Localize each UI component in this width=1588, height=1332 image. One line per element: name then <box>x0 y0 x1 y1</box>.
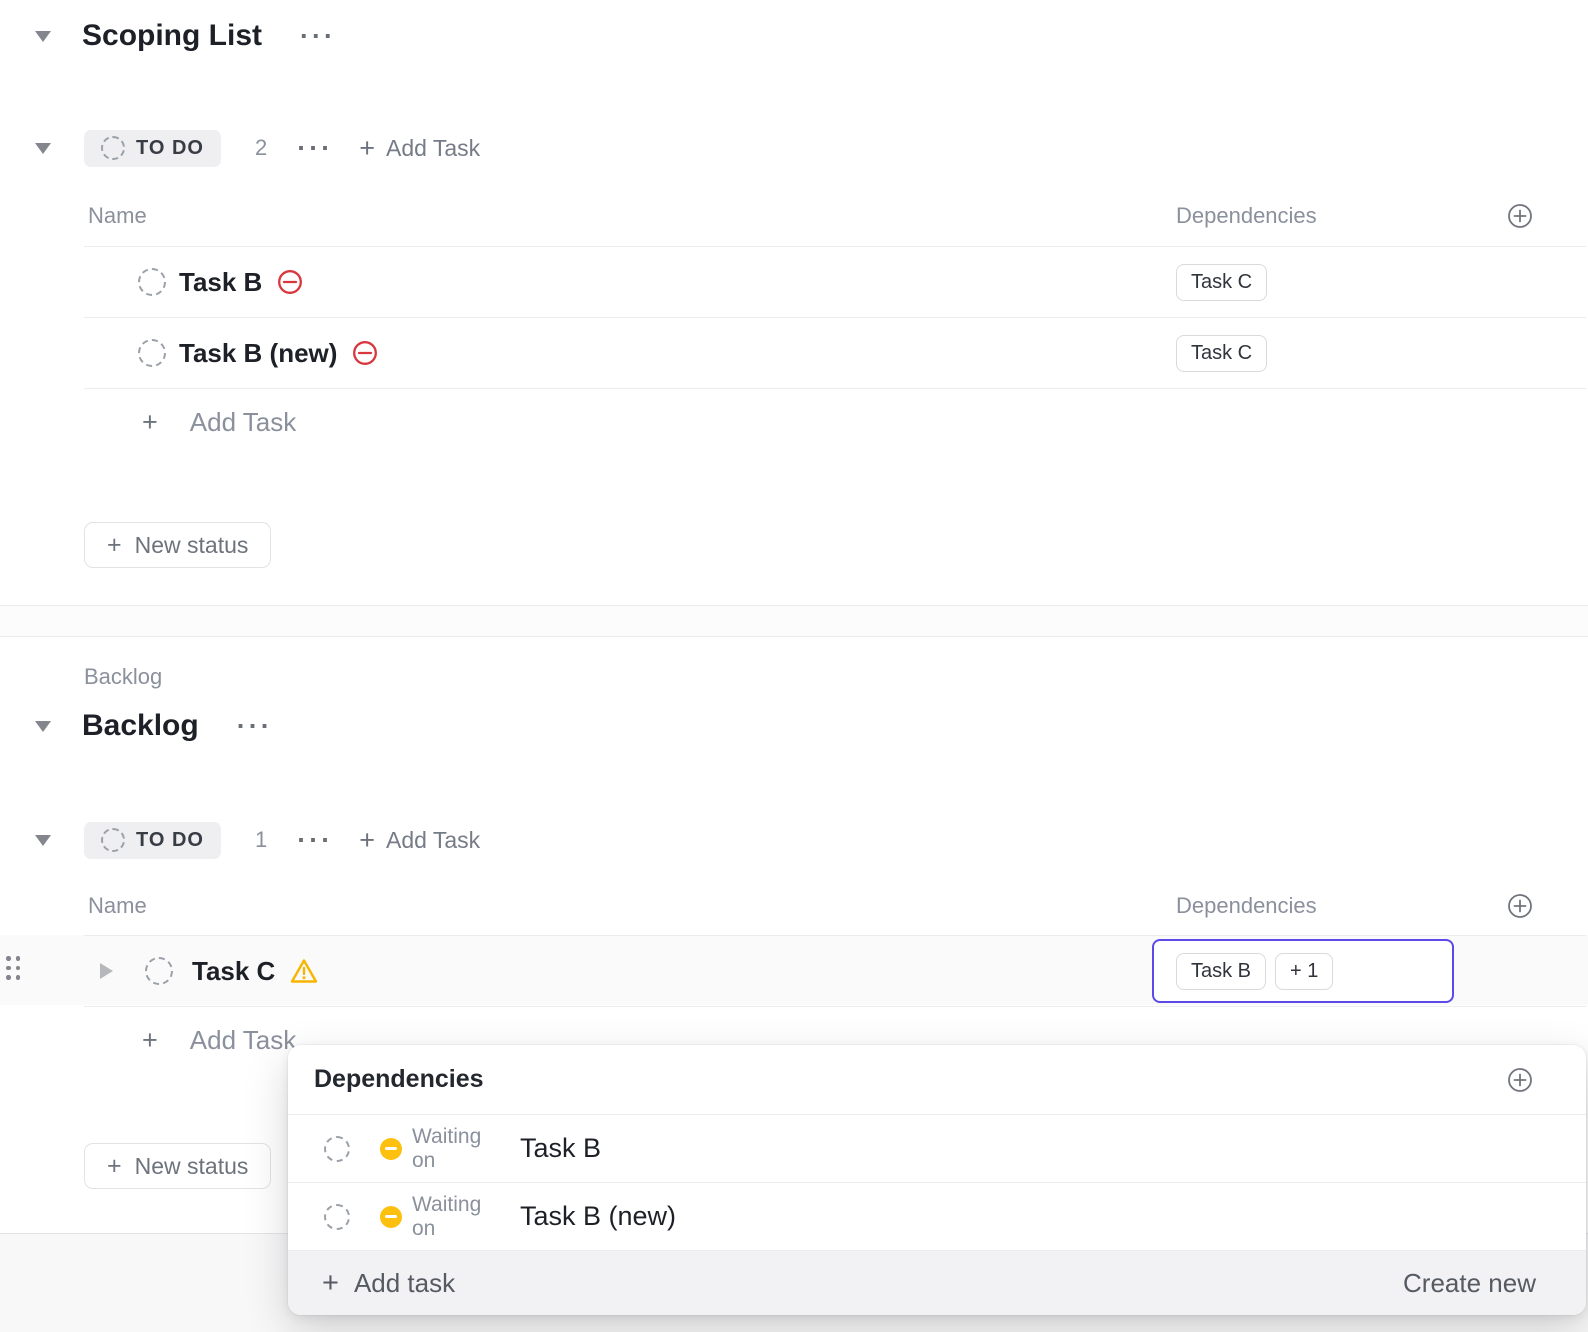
task-status-icon[interactable] <box>138 268 166 296</box>
scoping-list-header: Scoping List ··· <box>35 16 336 56</box>
dependencies-popup: Dependencies Waiting on Task B Waiting o… <box>288 1045 1586 1315</box>
new-status-button[interactable]: + New status <box>84 1143 272 1189</box>
task-name[interactable]: Task C <box>192 955 276 986</box>
plus-icon: + <box>142 406 158 437</box>
table-row[interactable]: Task B (new) Task C <box>84 318 1586 389</box>
add-task-row[interactable]: + Add Task <box>142 1024 297 1055</box>
table-header-row: Name Dependencies <box>84 877 1586 936</box>
task-name[interactable]: Task B <box>520 1133 602 1163</box>
collapse-triangle-icon[interactable] <box>35 30 51 42</box>
popup-footer: + Add task Create new <box>288 1251 1586 1315</box>
plus-icon: + <box>142 1024 158 1055</box>
table-header-row: Name Dependencies <box>84 186 1586 247</box>
collapse-triangle-icon[interactable] <box>35 142 51 154</box>
task-status-icon[interactable] <box>324 1203 350 1230</box>
add-column-icon[interactable] <box>1507 893 1533 919</box>
add-task-row[interactable]: + Add Task <box>142 406 297 437</box>
table-row[interactable]: Task C Task B + 1 <box>84 936 1586 1007</box>
plus-icon: + <box>322 1266 339 1299</box>
todo-status-icon <box>101 136 125 160</box>
backlog-list-header: Backlog ··· <box>35 706 273 746</box>
dependency-list-item[interactable]: Waiting on Task B (new) <box>288 1183 1586 1251</box>
task-name[interactable]: Task B (new) <box>179 337 338 368</box>
blocked-icon <box>277 269 303 295</box>
status-label: TO DO <box>136 828 204 851</box>
dependency-list-item[interactable]: Waiting on Task B <box>288 1115 1586 1183</box>
collapse-triangle-icon[interactable] <box>35 720 51 732</box>
relation-label: Waiting on <box>412 1192 482 1240</box>
add-dependency-icon[interactable] <box>1507 1067 1533 1093</box>
column-header-dependencies: Dependencies <box>1176 203 1317 228</box>
table-row[interactable]: Task B Task C <box>84 247 1586 318</box>
backlog-task-table: Name Dependencies Task C Task B + 1 + Ad… <box>84 877 1586 1073</box>
todo-status-icon <box>101 828 125 852</box>
waiting-on-icon <box>380 1205 402 1228</box>
expand-chevron-icon[interactable] <box>100 963 113 979</box>
plus-icon: + <box>359 824 375 855</box>
page-title: Backlog <box>82 709 199 742</box>
plus-icon: + <box>359 132 375 163</box>
group-more-icon[interactable]: ··· <box>297 825 334 855</box>
plus-icon: + <box>107 530 122 559</box>
popup-title: Dependencies <box>314 1065 484 1093</box>
task-status-icon[interactable] <box>145 957 173 985</box>
task-name[interactable]: Task B (new) <box>520 1201 677 1231</box>
new-status-button[interactable]: + New status <box>84 522 272 568</box>
dependency-chip[interactable]: Task C <box>1176 334 1268 372</box>
blocked-icon <box>352 340 378 366</box>
column-header-dependencies: Dependencies <box>1176 893 1317 918</box>
task-status-icon[interactable] <box>138 339 166 367</box>
add-column-icon[interactable] <box>1507 203 1533 229</box>
column-header-name: Name <box>88 893 147 918</box>
task-status-icon[interactable] <box>324 1135 350 1162</box>
collapse-triangle-icon[interactable] <box>35 834 51 846</box>
status-badge[interactable]: TO DO <box>84 821 221 859</box>
popup-header: Dependencies <box>288 1045 1586 1115</box>
group-more-icon[interactable]: ··· <box>297 133 334 163</box>
popup-add-task-button[interactable]: + Add task <box>322 1266 456 1299</box>
drag-handle[interactable] <box>6 956 20 980</box>
scoping-task-table: Name Dependencies Task B Task C Task B (… <box>84 186 1586 455</box>
plus-icon: + <box>107 1151 122 1180</box>
dependency-chip[interactable]: Task C <box>1176 263 1268 301</box>
relation-label: Waiting on <box>412 1124 482 1172</box>
list-more-icon[interactable]: ··· <box>300 21 336 51</box>
task-count: 1 <box>254 827 268 852</box>
section-divider <box>0 605 1588 637</box>
status-badge[interactable]: TO DO <box>84 129 221 167</box>
warning-icon <box>289 957 319 985</box>
status-label: TO DO <box>136 136 204 159</box>
dependency-overflow-chip[interactable]: + 1 <box>1275 952 1334 990</box>
add-task-button[interactable]: + Add Task <box>359 824 481 855</box>
dependency-chip[interactable]: Task B <box>1176 952 1267 990</box>
waiting-on-icon <box>380 1137 402 1160</box>
column-header-name: Name <box>88 203 147 228</box>
dependencies-cell-focused[interactable]: Task B + 1 <box>1152 939 1454 1003</box>
page-title: Scoping List <box>82 19 262 52</box>
breadcrumb: Backlog <box>84 664 163 689</box>
list-more-icon[interactable]: ··· <box>236 711 273 741</box>
scoping-todo-group-header: TO DO 2 ··· + Add Task <box>35 128 480 168</box>
add-task-button[interactable]: + Add Task <box>359 132 481 163</box>
popup-create-new-button[interactable]: Create new <box>1403 1267 1536 1298</box>
task-count: 2 <box>254 135 268 160</box>
task-name[interactable]: Task B <box>179 266 263 297</box>
backlog-todo-group-header: TO DO 1 ··· + Add Task <box>35 820 480 860</box>
